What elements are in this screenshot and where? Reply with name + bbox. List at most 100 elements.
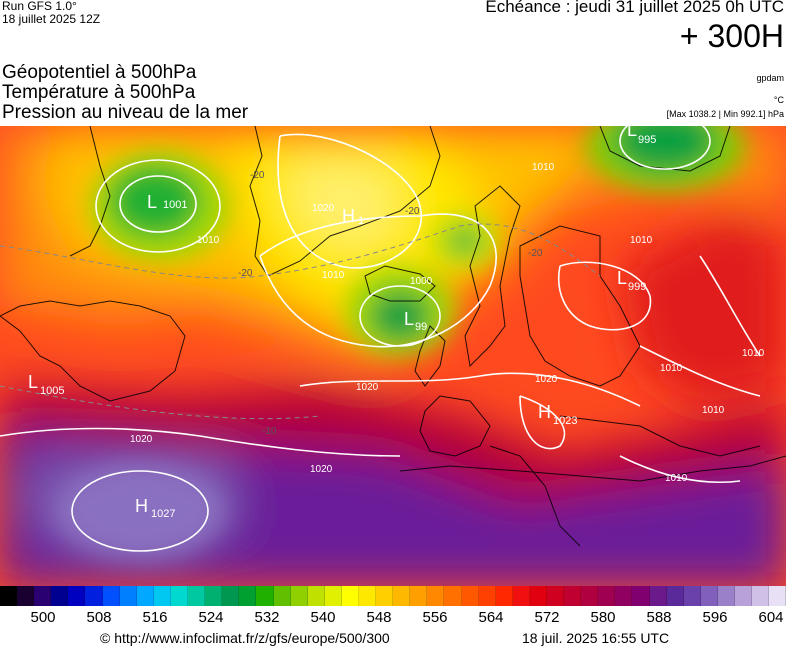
color-swatch: [564, 586, 582, 606]
isobar-label: 1010: [322, 270, 345, 281]
color-swatch: [512, 586, 530, 606]
color-swatch: [119, 586, 137, 606]
pressure-center: H: [342, 206, 355, 226]
color-swatch: [632, 586, 650, 606]
color-swatch: [666, 586, 684, 606]
color-swatch: [102, 586, 120, 606]
color-swatch: [649, 586, 667, 606]
isobar-label: 1020: [312, 203, 335, 214]
pressure-value: 99: [415, 321, 427, 333]
color-scale-label: 524: [198, 609, 224, 626]
color-scale-label: 532: [254, 609, 280, 626]
pressure-max-min: [Max 1038.2 | Min 992.1] hPa: [666, 109, 784, 119]
pressure-value: 1023: [553, 415, 577, 427]
pressure-center: H: [538, 402, 551, 422]
color-swatch: [683, 586, 701, 606]
isobar-label: 1010: [702, 405, 725, 416]
isobar-label: 1020: [356, 382, 379, 393]
isobar-label: 1020: [310, 464, 333, 475]
isobar-label: 1010: [665, 473, 688, 484]
pressure-center: L: [617, 268, 627, 288]
color-swatch: [85, 586, 103, 606]
color-swatch: [495, 586, 513, 606]
pressure-center: L: [147, 192, 157, 212]
color-swatch: [700, 586, 718, 606]
field-title-geopotential: Géopotentiel à 500hPa: [2, 62, 197, 83]
color-scale-label: 604: [758, 609, 784, 626]
color-swatch: [717, 586, 736, 606]
color-scale: [0, 586, 786, 607]
color-scale-label: 572: [534, 609, 560, 626]
color-swatch: [34, 586, 52, 606]
color-swatch: [735, 586, 753, 606]
color-swatch: [547, 586, 565, 606]
temperature-label: -20: [250, 170, 265, 181]
field-title-pressure: Pression au niveau de la mer: [2, 102, 249, 123]
weather-map: L 1001 H 1 L 995 L 99 L 999 L 1005 H 102…: [0, 126, 786, 586]
field-title-temperature: Température à 500hPa: [2, 82, 196, 103]
color-swatch: [290, 586, 308, 606]
color-swatch: [256, 586, 274, 606]
isobar-label: 1010: [197, 235, 220, 246]
isobar-label: 1010: [660, 363, 683, 374]
forecast-valid-time: Echéance : jeudi 31 juillet 2025 0h UTC: [485, 0, 784, 16]
pressure-center: L: [404, 309, 414, 329]
color-swatch: [205, 586, 223, 606]
color-swatch: [376, 586, 394, 606]
pressure-value: 1: [358, 215, 364, 227]
isobar-label: 1010: [630, 235, 653, 246]
color-swatch: [153, 586, 171, 606]
color-swatch: [222, 586, 240, 606]
temperature-isotherms: [0, 223, 601, 420]
pressure-value: 995: [638, 134, 656, 146]
color-swatch: [358, 586, 377, 606]
color-scale-label: 548: [366, 609, 392, 626]
color-swatch: [68, 586, 86, 606]
color-swatch: [239, 586, 257, 606]
coastlines: [0, 126, 786, 547]
generation-date: 18 juil. 2025 16:55 UTC: [522, 630, 670, 646]
isobar-label: 1000: [410, 276, 433, 287]
color-swatch: [170, 586, 189, 606]
color-swatch: [769, 586, 786, 606]
isobar-label: 1010: [532, 162, 555, 173]
pressure-value: 999: [628, 281, 646, 293]
color-scale-label: 580: [590, 609, 616, 626]
color-swatch: [461, 586, 479, 606]
color-scale-label: 516: [142, 609, 168, 626]
pressure-value: 1027: [151, 508, 175, 520]
isobar-labels: 1010 1010 1020 1010 1010 1020 1020 1020 …: [130, 162, 765, 484]
color-swatch: [136, 586, 154, 606]
color-swatch: [410, 586, 428, 606]
color-scale-label: 500: [30, 609, 56, 626]
color-swatch: [0, 586, 18, 606]
color-swatch: [393, 586, 411, 606]
color-scale-label: 556: [422, 609, 448, 626]
color-swatch: [598, 586, 616, 606]
color-swatch: [307, 586, 325, 606]
isobar-label: 1020: [535, 374, 558, 385]
temperature-label: -20: [528, 248, 543, 259]
pressure-value: 1005: [40, 385, 64, 397]
color-swatch: [478, 586, 496, 606]
temperature-label: -10: [262, 426, 277, 437]
color-swatch: [324, 586, 342, 606]
pressure-value: 1001: [163, 199, 187, 211]
temperature-label: -20: [405, 206, 420, 217]
color-swatch: [51, 586, 69, 606]
run-date: 18 juillet 2025 12Z: [2, 12, 101, 26]
pressure-center: L: [627, 126, 637, 140]
color-scale-label: 596: [702, 609, 728, 626]
temperature-labels: -20 -20 -20 -20 -10: [238, 170, 543, 437]
color-scale-label: 540: [310, 609, 336, 626]
isobars: [0, 126, 761, 552]
isobar-label: 1010: [742, 348, 765, 359]
pressure-center-labels: L 1001 H 1 L 995 L 99 L 999 L 1005 H 102…: [28, 126, 656, 520]
unit-temperature: °C: [773, 95, 784, 105]
color-swatch: [427, 586, 445, 606]
color-swatch: [273, 586, 291, 606]
color-swatch: [188, 586, 206, 606]
color-swatch: [341, 586, 359, 606]
unit-geopotential: gpdam: [756, 73, 784, 83]
geopotential-field: [0, 126, 786, 586]
